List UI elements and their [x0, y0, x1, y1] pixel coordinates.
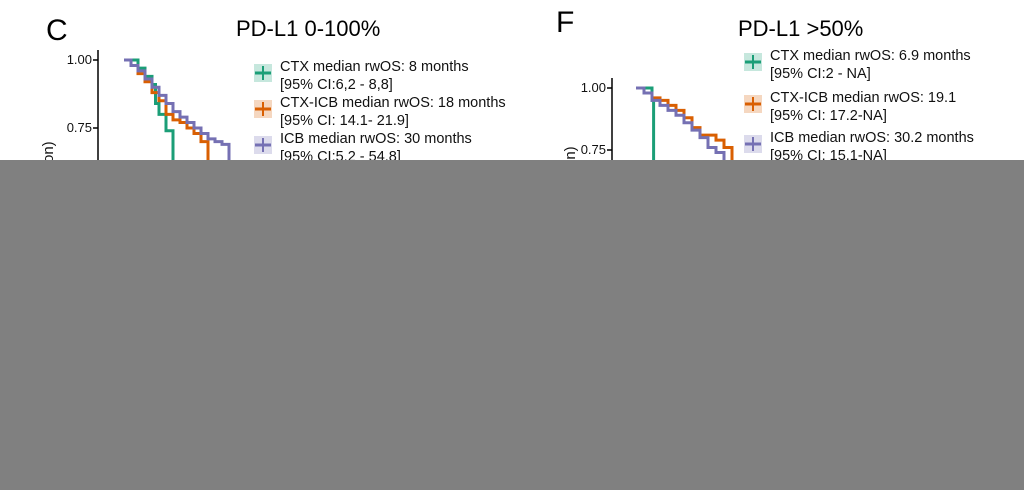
legend-ci: [95% CI:2 - NA] — [770, 66, 871, 82]
legend-key-icon — [254, 100, 272, 118]
legend-ci: [95% CI:6,2 - 8,8] — [280, 77, 393, 93]
legend-label: CTX-ICB median rwOS: 19.1 — [770, 90, 957, 106]
legend-label: CTX median rwOS: 6.9 months — [770, 48, 971, 64]
chart-title: PD-L1 0-100% — [236, 16, 381, 41]
legend-label: ICB median rwOS: 30 months — [280, 131, 472, 147]
km-panel-c: C PD-L1 0-100% ction) 1.00 0.75 CTX medi… — [40, 14, 506, 190]
y-tick-label: 1.00 — [580, 80, 606, 95]
y-tick-label: 0.75 — [66, 120, 92, 135]
chart-title: PD-L1 >50% — [738, 16, 864, 41]
km-plot-area — [93, 50, 231, 190]
legend-ci: [95% CI: 14.1- 21.9] — [280, 113, 409, 129]
legend-key-icon — [744, 135, 762, 153]
legend-key-icon — [744, 95, 762, 113]
legend-label: CTX median rwOS: 8 months — [280, 59, 469, 75]
legend-label: CTX-ICB median rwOS: 18 months — [280, 95, 506, 111]
legend-key-icon — [744, 53, 762, 71]
legend-label: ICB median rwOS: 30.2 months — [770, 130, 974, 146]
y-tick-label: 1.00 — [66, 52, 92, 67]
panel-label: C — [46, 14, 68, 47]
y-tick-label: 0.75 — [580, 142, 606, 157]
legend-key-icon — [254, 64, 272, 82]
panel-label: F — [556, 6, 575, 39]
km-curve-icb — [124, 58, 231, 190]
km-curve-icb — [636, 86, 726, 190]
occluding-overlay — [0, 160, 1024, 490]
legend-ci: [95% CI: 17.2-NA] — [770, 108, 887, 124]
legend-key-icon — [254, 136, 272, 154]
